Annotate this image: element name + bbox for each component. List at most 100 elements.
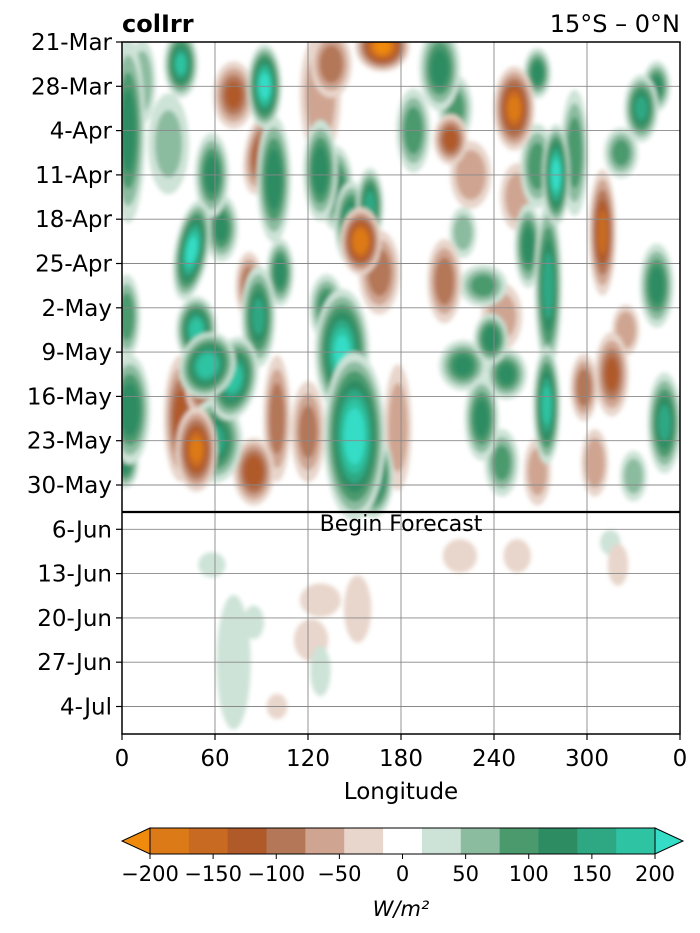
forecast-annotation: Begin Forecast bbox=[320, 512, 483, 537]
colorbar-tick-label: 200 bbox=[635, 862, 675, 886]
colorbar-segment bbox=[383, 828, 423, 854]
y-tick-label: 20-Jun bbox=[37, 606, 112, 632]
field-contour-band bbox=[442, 539, 477, 573]
field-contour-band bbox=[434, 257, 455, 306]
anomaly-field bbox=[122, 42, 680, 730]
field-contour-band bbox=[319, 45, 343, 84]
field-contour-band bbox=[492, 445, 511, 481]
colorbar-tick-label: −150 bbox=[184, 862, 242, 886]
y-tick-label: 21-Mar bbox=[31, 30, 113, 56]
field-contour-band bbox=[299, 583, 341, 618]
field-contour-band bbox=[154, 110, 183, 178]
field-contour-band bbox=[503, 539, 531, 573]
field-contour-band bbox=[176, 54, 186, 74]
chart-title-right: 15°S – 0°N bbox=[550, 10, 680, 38]
field-contour-band bbox=[604, 357, 619, 392]
field-contour-band bbox=[474, 399, 490, 438]
field-contour-band bbox=[274, 257, 287, 288]
field-contour-band bbox=[576, 368, 592, 407]
colorbar-segment bbox=[305, 828, 345, 854]
field-contour-band bbox=[612, 139, 631, 166]
field-contour-band bbox=[623, 458, 644, 494]
field-contour-band bbox=[122, 292, 135, 341]
x-tick-label: 300 bbox=[565, 746, 609, 772]
field-contour-band bbox=[566, 117, 583, 189]
x-tick-label: 120 bbox=[286, 746, 330, 772]
colorbar-segment bbox=[499, 828, 539, 854]
y-tick-label: 27-Jun bbox=[37, 650, 112, 676]
field-contour-band bbox=[531, 61, 544, 85]
chart-title-left: colIrr bbox=[122, 10, 194, 38]
y-tick-label: 30-May bbox=[27, 473, 112, 499]
colorbar-tick-label: −200 bbox=[121, 862, 179, 886]
colorbar-segment bbox=[150, 828, 190, 854]
x-axis-label: Longitude bbox=[344, 779, 458, 805]
field-contour-band bbox=[635, 96, 648, 121]
field-contour-band bbox=[498, 364, 515, 385]
field-contour-band bbox=[347, 417, 362, 455]
field-contour-band bbox=[430, 49, 449, 88]
field-contour-band bbox=[197, 353, 218, 378]
colorbar-tick-label: 50 bbox=[452, 862, 479, 886]
colorbar-segment bbox=[577, 828, 617, 854]
colorbar-extend-low bbox=[120, 827, 151, 855]
field-contour-band bbox=[453, 214, 473, 251]
field-contour-band bbox=[453, 355, 473, 376]
y-tick-label: 23-May bbox=[27, 429, 112, 455]
x-tick-label: 240 bbox=[472, 746, 516, 772]
y-tick-label: 11-Apr bbox=[35, 163, 112, 189]
field-contour-band bbox=[190, 437, 203, 462]
colorbar: −200 −150 −100 −50 0 50 100 150 200 bbox=[120, 827, 685, 886]
field-contour-band bbox=[522, 227, 535, 265]
x-axis: 0 60 120 180 240 300 0 bbox=[115, 734, 688, 772]
field-contour-band bbox=[542, 252, 554, 319]
y-tick-label: 6-Jun bbox=[52, 517, 112, 543]
y-tick-label: 18-Apr bbox=[35, 207, 112, 233]
x-tick-label: 0 bbox=[673, 746, 688, 772]
y-tick-label: 2-May bbox=[42, 296, 112, 322]
colorbar-segment bbox=[421, 828, 462, 854]
y-tick-label: 13-Jun bbox=[37, 562, 112, 588]
colorbar-segment bbox=[344, 828, 384, 854]
y-tick-label: 25-Apr bbox=[35, 252, 112, 278]
field-contour-band bbox=[122, 383, 140, 437]
field-contour-band bbox=[265, 148, 283, 210]
y-tick-label: 16-May bbox=[27, 384, 112, 410]
colorbar-tick-label: 0 bbox=[396, 862, 409, 886]
colorbar-tick-label: 150 bbox=[572, 862, 612, 886]
field-contour-band bbox=[198, 552, 226, 578]
colorbar-segment bbox=[227, 828, 268, 854]
field-contour-band bbox=[243, 455, 264, 488]
colorbar-segment bbox=[188, 828, 229, 854]
field-contour-band bbox=[607, 543, 629, 586]
x-tick-label: 60 bbox=[200, 746, 229, 772]
y-tick-label: 28-Mar bbox=[31, 74, 113, 100]
colorbar-label: W/m² bbox=[373, 897, 430, 921]
y-axis: 21-Mar 28-Mar 4-Apr 11-Apr 18-Apr 25-Apr 2-May… bbox=[27, 30, 122, 721]
field-contour-band bbox=[343, 575, 372, 643]
field-contour-band bbox=[375, 42, 390, 54]
field-contour-band bbox=[470, 274, 496, 297]
field-contour-band bbox=[353, 229, 369, 254]
y-tick-label: 4-Jul bbox=[60, 695, 112, 721]
colorbar-tick-label: −50 bbox=[317, 862, 361, 886]
field-contour-band bbox=[214, 214, 229, 242]
colorbar-tick-label: −100 bbox=[247, 862, 305, 886]
field-contour-band bbox=[482, 326, 500, 352]
x-tick-label: 0 bbox=[115, 746, 130, 772]
y-tick-label: 4-Apr bbox=[50, 119, 113, 145]
x-tick-label: 180 bbox=[379, 746, 423, 772]
colorbar-tick-label: 100 bbox=[509, 862, 549, 886]
colorbar-segment bbox=[460, 828, 501, 854]
field-contour-band bbox=[312, 146, 329, 195]
field-contour-band bbox=[584, 438, 605, 488]
field-contour-band bbox=[649, 266, 665, 305]
field-contour-band bbox=[310, 645, 331, 697]
field-contour-band bbox=[225, 81, 242, 109]
field-contour-band bbox=[388, 382, 408, 472]
field-contour-band bbox=[186, 236, 197, 264]
grid-lines bbox=[122, 42, 680, 734]
y-tick-label: 9-May bbox=[42, 340, 112, 366]
